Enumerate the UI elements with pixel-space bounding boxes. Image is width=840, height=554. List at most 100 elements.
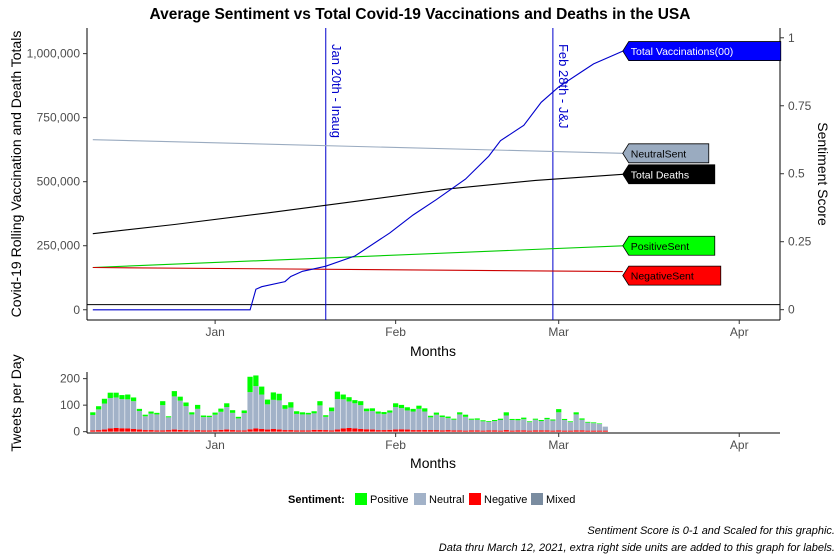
tweet-bar-segment [328, 407, 335, 412]
tweet-bar-segment [241, 413, 247, 431]
event-label: Feb 28th - J&J [556, 44, 571, 129]
tweet-bar-segment [462, 414, 469, 417]
tweet-bar-segment [561, 418, 568, 420]
tweet-bar-segment [107, 397, 113, 429]
tweet-bar-segment [130, 429, 137, 432]
tweet-bar-segment [101, 398, 108, 404]
tweet-bar-segment [427, 417, 434, 431]
tweet-bar-segment [439, 415, 445, 418]
tweet-bar-segment [532, 418, 539, 420]
tweet-bar-segment [160, 401, 166, 406]
tweet-bar-segment [189, 414, 195, 431]
tweet-bar-segment [224, 429, 230, 432]
tweet-bar-segment [340, 399, 346, 429]
tweet-bar-segment [393, 429, 399, 432]
tweet-bar-segment [457, 412, 463, 415]
tweet-bar-segment [457, 414, 463, 431]
tweet-bar-segment [474, 418, 480, 420]
main-chart-panel: 0 250,000 500,000 750,000 1,000,000 0 0.25 0.5 0… [8, 28, 831, 359]
tweet-bar-segment [96, 409, 102, 431]
y-tick-label: 500,000 [37, 175, 81, 189]
tweet-bar-segment [171, 391, 177, 397]
tweet-bar-segment [299, 414, 306, 431]
tweet-bar-segment [206, 415, 212, 418]
tweet-bar-segment [288, 402, 294, 408]
tweet-bar-segment [195, 404, 201, 409]
tweet-bar-segment [154, 414, 160, 431]
tweet-bar-segment [585, 421, 591, 423]
tweet-bar-segment [416, 408, 422, 431]
tweet-bar-segment [328, 430, 335, 432]
tweet-bar-segment [299, 430, 306, 432]
tweet-bar-segment [602, 426, 608, 431]
tweet-bar-segment [247, 392, 253, 430]
tweet-bar-segment [247, 429, 253, 432]
series-end-label: NegativeSent [631, 271, 694, 283]
tweet-bar-segment [206, 430, 212, 432]
tweet-bar-segment [334, 429, 341, 432]
x-tick-label: Jan [205, 325, 224, 339]
legend-label: Neutral [429, 494, 464, 506]
tweet-bar-segment [340, 428, 346, 432]
tweet-bar-segment [451, 418, 457, 420]
y-tick-label: 1,000,000 [27, 47, 81, 61]
tweet-bar-segment [218, 429, 224, 432]
tweet-bar-segment [416, 430, 422, 432]
tweet-bar-segment [492, 421, 498, 431]
tweet-bar-segment [445, 416, 451, 419]
y2-tick-label: 0.25 [788, 235, 812, 249]
legend-swatch [469, 493, 481, 505]
tweet-bar-segment [445, 430, 451, 432]
tweet-bar-segment [561, 420, 568, 431]
tweet-bar-segment [567, 421, 573, 423]
tweet-bar-segment [253, 386, 259, 429]
legend: Sentiment: Positive Neutral Negative Mixed [288, 493, 575, 506]
tweet-bar-segment [596, 423, 603, 424]
tweet-bar-segment [375, 413, 381, 431]
tweet-bar-segment [317, 429, 323, 432]
tweet-bar-segment [422, 408, 428, 412]
tweet-bar-segment [381, 412, 387, 415]
tweet-bar-segment [206, 417, 212, 431]
tweet-bar-segment [288, 407, 294, 431]
series-end-label-box [622, 164, 716, 185]
chart-title: Average Sentiment vs Total Covid-19 Vacc… [150, 6, 691, 23]
tweet-bar-segment [183, 402, 189, 407]
legend-swatch [414, 493, 426, 505]
tweet-bar-segment [107, 428, 113, 432]
series-line [92, 245, 623, 269]
tweet-bar-segment [363, 411, 370, 430]
tweet-bar-segment [229, 412, 236, 431]
tweet-bar-segment [573, 430, 579, 432]
tweet-bar-segment [369, 429, 375, 432]
tweet-bar-segment [305, 414, 311, 431]
tweet-bar-segment [462, 416, 469, 431]
tweet-bar-segment [259, 429, 265, 432]
tweets-x-tick-label: Mar [548, 438, 569, 452]
tweet-bar-segment [509, 420, 515, 431]
tweet-bar-segment [515, 418, 521, 421]
tweet-bar-segment [591, 430, 597, 432]
tweet-bar-segment [363, 408, 370, 412]
x-tick-label: Mar [548, 325, 569, 339]
tweet-bar-segment [532, 419, 539, 431]
tweet-bar-segment [177, 396, 183, 401]
legend-swatch [355, 493, 367, 505]
tweet-bar-segment [544, 419, 550, 431]
tweet-bar-segment [218, 411, 224, 430]
tweet-bar-segment [241, 430, 247, 432]
tweet-bar-segment [96, 406, 102, 410]
tweet-bar-segment [422, 430, 428, 432]
tweet-bar-segment [381, 414, 387, 431]
tweet-bar-segment [212, 412, 218, 415]
tweet-bar-segment [375, 430, 381, 432]
tweet-bar-segment [457, 430, 463, 432]
tweet-bar-segment [358, 401, 364, 406]
tweet-bar-segment [410, 411, 416, 431]
tweet-bar-segment [439, 430, 445, 432]
y2-tick-label: 0.5 [788, 167, 805, 181]
tweet-bar-segment [299, 412, 306, 415]
tweet-bar-segment [497, 418, 504, 421]
tweet-bar-segment [276, 393, 282, 401]
tweet-bar-segment [503, 430, 509, 432]
